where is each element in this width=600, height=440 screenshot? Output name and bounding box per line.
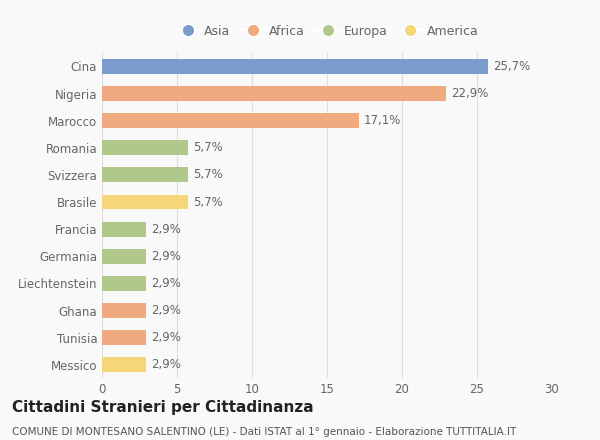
Text: 2,9%: 2,9% xyxy=(151,223,181,236)
Legend: Asia, Africa, Europa, America: Asia, Africa, Europa, America xyxy=(173,22,481,40)
Text: 2,9%: 2,9% xyxy=(151,358,181,371)
Bar xyxy=(102,168,187,182)
Bar xyxy=(102,86,445,101)
Bar xyxy=(102,303,146,318)
Bar xyxy=(102,249,146,264)
Bar xyxy=(102,59,487,74)
Bar xyxy=(102,330,146,345)
Text: 17,1%: 17,1% xyxy=(364,114,401,127)
Bar xyxy=(102,276,146,291)
Bar xyxy=(102,140,187,155)
Text: 25,7%: 25,7% xyxy=(493,60,530,73)
Text: 2,9%: 2,9% xyxy=(151,331,181,344)
Text: 22,9%: 22,9% xyxy=(451,87,488,100)
Text: 5,7%: 5,7% xyxy=(193,169,223,181)
Text: 2,9%: 2,9% xyxy=(151,250,181,263)
Text: Cittadini Stranieri per Cittadinanza: Cittadini Stranieri per Cittadinanza xyxy=(12,400,314,415)
Bar xyxy=(102,222,146,237)
Text: COMUNE DI MONTESANO SALENTINO (LE) - Dati ISTAT al 1° gennaio - Elaborazione TUT: COMUNE DI MONTESANO SALENTINO (LE) - Dat… xyxy=(12,427,516,437)
Text: 5,7%: 5,7% xyxy=(193,141,223,154)
Bar xyxy=(102,113,359,128)
Text: 2,9%: 2,9% xyxy=(151,304,181,317)
Bar xyxy=(102,194,187,209)
Text: 2,9%: 2,9% xyxy=(151,277,181,290)
Text: 5,7%: 5,7% xyxy=(193,195,223,209)
Bar xyxy=(102,357,146,372)
